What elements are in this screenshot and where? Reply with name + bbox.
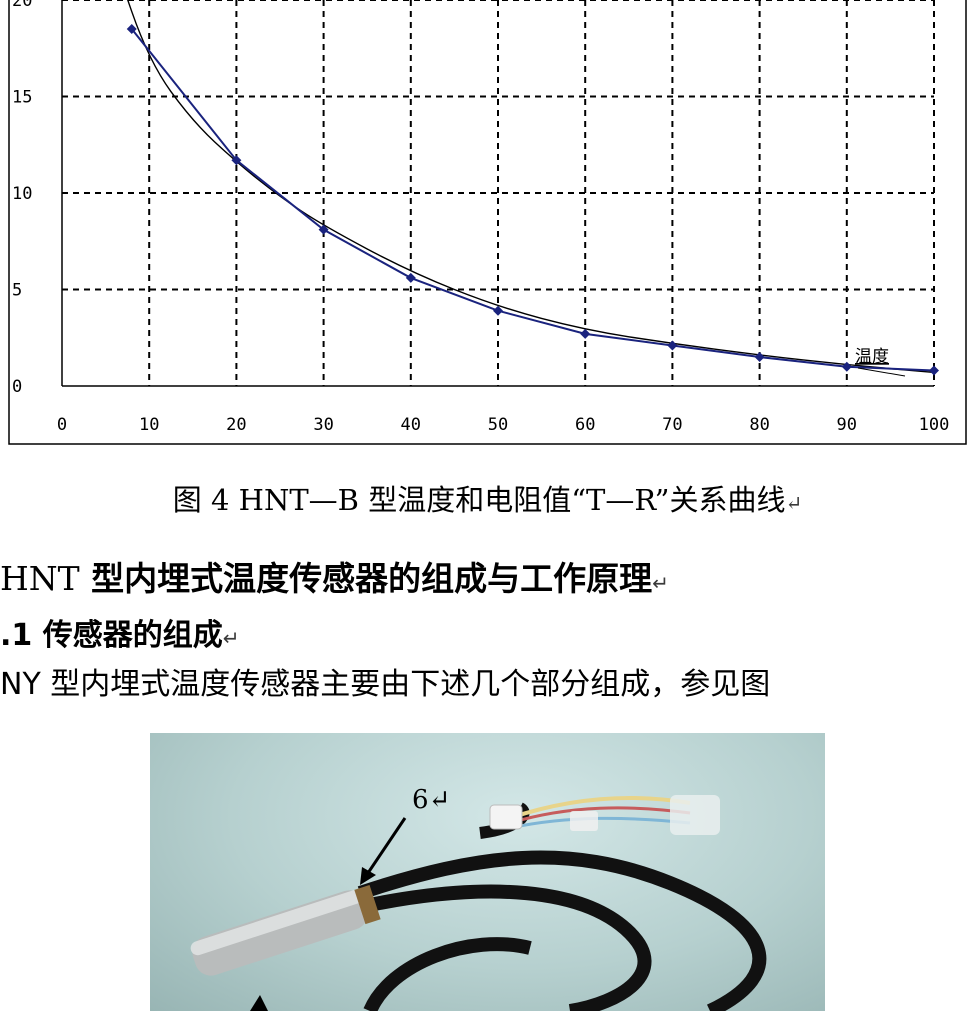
- paragraph-mark: ↵: [222, 626, 240, 650]
- body-text: NY 型内埋式温度传感器主要由下述几个部分组成，参见图: [0, 667, 771, 702]
- x-tick-label: 10: [139, 415, 159, 435]
- part-label-6: 6↵: [412, 785, 451, 815]
- section-heading: HNT 型内埋式温度传感器的组成与工作原理↵: [0, 552, 669, 600]
- series-line: [126, 23, 939, 376]
- body-paragraph: NY 型内埋式温度传感器主要由下述几个部分组成，参见图: [0, 659, 770, 703]
- x-tick-label: 50: [488, 415, 508, 435]
- subsection-heading: .1 传感器的组成↵: [0, 610, 239, 654]
- y-tick-label: 20: [12, 0, 32, 11]
- heading-text: 型内埋式温度传感器的组成与工作原理: [79, 559, 653, 598]
- x-tick-label: 70: [662, 415, 682, 435]
- sensor-photo: 6↵: [150, 733, 825, 1011]
- x-tick-label: 0: [57, 415, 67, 435]
- x-tick-label: 80: [749, 415, 769, 435]
- series-polyline: [130, 28, 935, 372]
- y-tick-label: 15: [12, 88, 32, 108]
- data-point: [754, 352, 765, 363]
- sensor-illustration: [190, 795, 767, 1011]
- figure-caption: 图 4 HNT—B 型温度和电阻值“T—R”关系曲线↵: [0, 477, 975, 519]
- data-point: [667, 340, 678, 351]
- x-tick-label: 60: [575, 415, 595, 435]
- data-point: [405, 272, 416, 283]
- x-tick-label: 90: [837, 415, 857, 435]
- data-point: [841, 361, 852, 372]
- fit-curve-path: [126, 0, 935, 374]
- data-point: [493, 305, 503, 316]
- data-point: [231, 155, 242, 166]
- y-tick-label: 5: [12, 281, 22, 301]
- heading-prefix: HNT: [0, 559, 80, 598]
- chart-grid: [62, 0, 935, 386]
- y-tick-label: 10: [12, 184, 32, 204]
- caption-text: 图 4 HNT—B 型温度和电阻值“T—R”关系曲线: [172, 483, 786, 517]
- y-tick-label: 0: [12, 377, 22, 397]
- annotation-leader: [857, 367, 906, 377]
- chart-frame: [8, 0, 967, 445]
- chart-axes: [61, 0, 934, 387]
- annotation-label: 温度: [855, 347, 889, 367]
- chart-annotation: 温度: [855, 347, 906, 377]
- x-tick-label: 40: [401, 415, 421, 435]
- subsection-text: .1 传感器的组成: [0, 618, 223, 653]
- chart-border: [8, 0, 967, 445]
- data-point: [126, 23, 137, 34]
- data-point: [318, 224, 329, 235]
- tr-curve-chart: 0 10 20 30 40 50 60 70 80 90 100 0 5 10 15 20 温度: [8, 0, 967, 445]
- fit-curve: [126, 0, 935, 374]
- x-tick-label: 100: [919, 415, 950, 435]
- paragraph-mark: ↵: [785, 491, 803, 515]
- paragraph-mark: ↵: [652, 571, 669, 595]
- tick-labels: 0 10 20 30 40 50 60 70 80 90 100 0 5 10 15 20: [12, 0, 949, 435]
- x-tick-label: 20: [226, 415, 246, 435]
- data-point: [929, 365, 939, 376]
- data-point: [580, 328, 591, 339]
- x-tick-label: 30: [313, 415, 333, 435]
